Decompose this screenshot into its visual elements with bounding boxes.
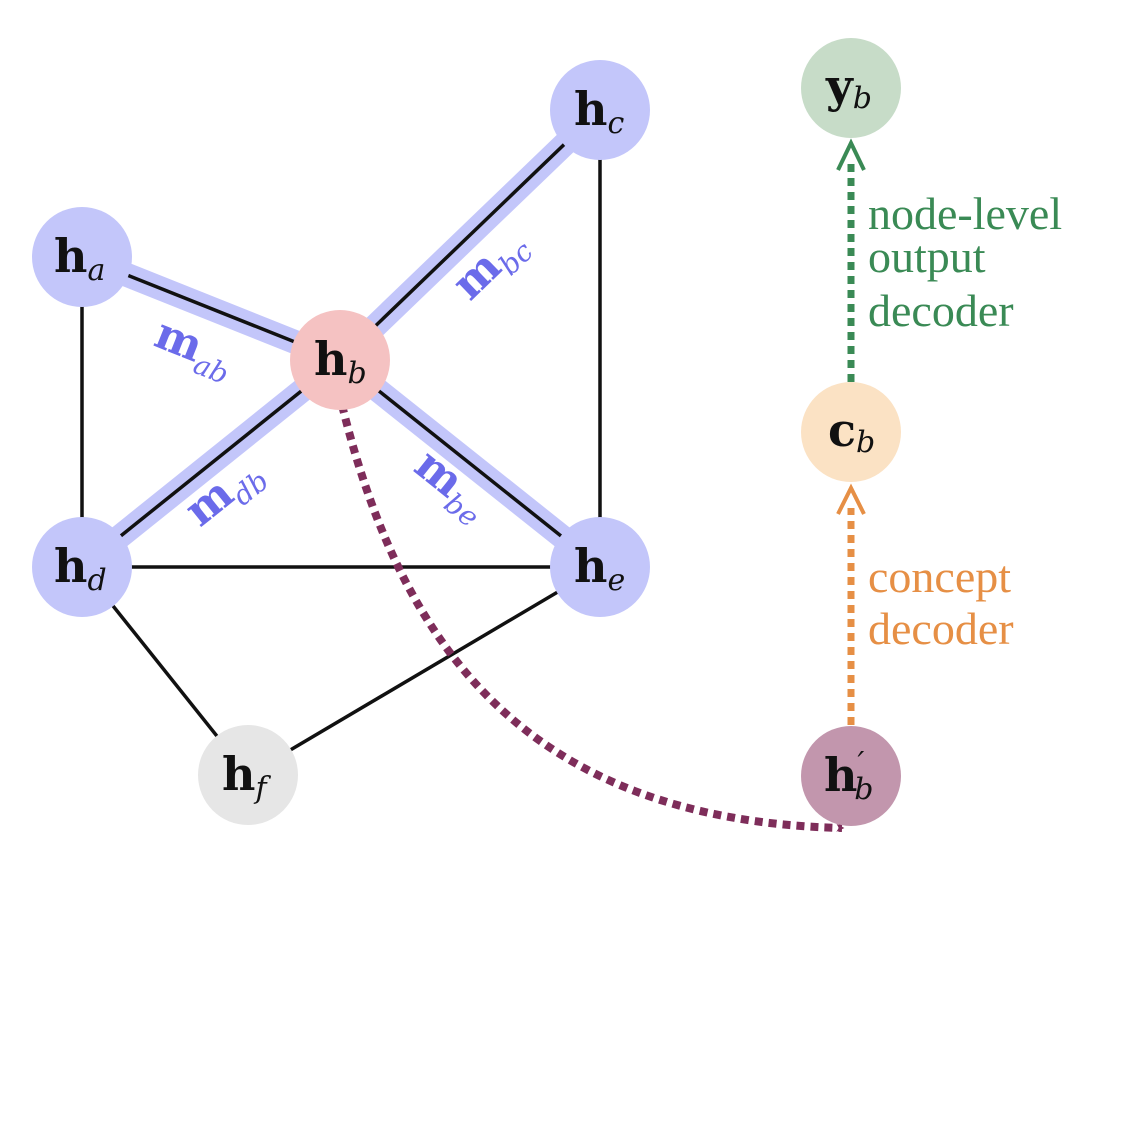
update-arrow xyxy=(338,404,845,832)
svg-text:hc: hc xyxy=(574,82,624,141)
edge-bc xyxy=(338,108,602,362)
node-he: he xyxy=(550,517,650,617)
node-hd: hd xyxy=(32,517,132,617)
edge-be xyxy=(338,358,602,569)
svg-text:hd: hd xyxy=(54,539,107,598)
node-cb: cb xyxy=(801,382,901,482)
svg-text:h′b: h′ b xyxy=(824,746,873,807)
node-hc: hc xyxy=(550,60,650,160)
svg-text:hb: hb xyxy=(314,332,367,391)
edge-ef xyxy=(247,565,601,777)
node-hb-prime: h′ b xyxy=(801,726,901,826)
concept-decoder-arrow xyxy=(836,483,866,725)
edge-db xyxy=(80,358,342,569)
graph-edges xyxy=(80,108,602,777)
node-hf: hf xyxy=(198,725,298,825)
node-yb: yb xyxy=(801,38,901,138)
output-decoder-arrow xyxy=(836,138,866,382)
svg-text:he: he xyxy=(574,539,625,598)
output-decoder-label: node-level output decoder xyxy=(868,188,1074,336)
svg-text:hf: hf xyxy=(222,747,271,806)
concept-decoder-label: concept decoder xyxy=(868,551,1023,654)
svg-text:yb: yb xyxy=(825,59,872,116)
svg-text:ha: ha xyxy=(54,229,105,288)
svg-text:cb: cb xyxy=(828,403,875,460)
node-ha: ha xyxy=(32,207,132,307)
node-hb: hb xyxy=(290,310,390,410)
